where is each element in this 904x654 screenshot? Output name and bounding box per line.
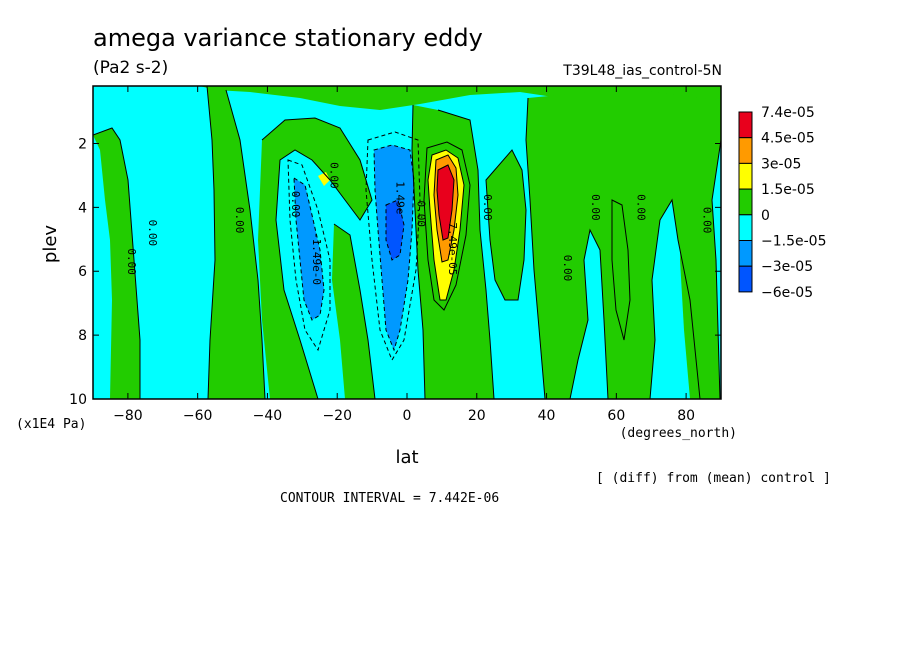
contour-label: 0.00 <box>289 191 302 218</box>
chart-units: (Pa2 s-2) <box>93 58 168 78</box>
x-tick-label: 20 <box>468 408 486 424</box>
negative-contours <box>287 131 421 362</box>
contour-label: 0.00 <box>481 194 494 221</box>
contour-label: -1.49e-0 <box>310 232 323 285</box>
region-yellow-patch <box>318 172 330 186</box>
contour-label: 0.00 <box>561 255 574 282</box>
region-green-sh-band <box>93 128 140 399</box>
legend-label: 4.5e-05 <box>761 131 815 147</box>
x-tick-label: −60 <box>183 408 213 424</box>
contour-label: 0.00 <box>634 194 647 221</box>
diff-note: [ (diff) from (mean) control ] <box>596 471 831 486</box>
y-tick-label: 2 <box>78 136 87 152</box>
x-axis-units: (degrees_north) <box>620 426 737 441</box>
y-axis-label: plev <box>40 225 61 264</box>
legend-label: −1.5e-05 <box>761 234 826 250</box>
x-tick-label: −40 <box>253 408 283 424</box>
legend-label: −3e-05 <box>761 259 813 275</box>
region-green-high-nh <box>680 160 712 399</box>
region-green-20n <box>486 150 526 300</box>
x-axis-ticks: −80 −60 −40 −20 0 20 40 60 80 <box>113 86 695 424</box>
legend-swatch <box>738 162 753 190</box>
y-tick-label: 4 <box>78 200 87 216</box>
y-tick-label: 10 <box>69 392 87 408</box>
contour-field: 0.00 0.00 0.00 0.00 -1.49e-0 0.00 1.49e 0.00 7.4… <box>93 86 721 399</box>
legend-swatch <box>738 214 753 242</box>
contour-label: 0.00 <box>327 162 340 189</box>
region-red-core <box>437 165 454 240</box>
x-axis-label: lat <box>395 447 418 468</box>
legend-label: 3e-05 <box>761 156 801 172</box>
region-green-subtrop <box>258 118 372 399</box>
contour-label: 0.00 <box>125 248 138 275</box>
legend-swatch <box>738 188 753 216</box>
legend-label: 1.5e-05 <box>761 182 815 198</box>
y-tick-label: 8 <box>78 328 87 344</box>
contour-label: 7.49e-05 <box>446 222 459 275</box>
region-green-midlat <box>207 86 265 399</box>
x-tick-label: 0 <box>403 408 412 424</box>
legend-swatch <box>738 240 753 267</box>
contour-label: 0.00 <box>589 194 602 221</box>
contour-labels: 0.00 0.00 0.00 0.00 -1.49e-0 0.00 1.49e 0.00 7.4… <box>125 162 714 285</box>
contour-interval: CONTOUR INTERVAL = 7.442E-06 <box>280 491 499 506</box>
region-dblue-eq <box>386 200 404 260</box>
x-tick-label: −80 <box>113 408 143 424</box>
legend-swatch <box>738 111 753 139</box>
region-green-top <box>93 86 721 110</box>
contour-label: 0.00 <box>146 220 159 247</box>
contour-label: 0.00 <box>701 207 714 234</box>
region-blue-sh <box>294 178 324 320</box>
chart-title: amega variance stationary eddy <box>93 24 483 52</box>
color-legend: 7.4e-05 4.5e-05 3e-05 1.5e-05 0 −1.5e-05 −3e-0… <box>738 105 826 301</box>
contour-label: 1.49e <box>394 181 407 214</box>
x-tick-label: 80 <box>677 408 695 424</box>
legend-swatch <box>738 265 753 293</box>
y-tick-label: 6 <box>78 264 87 280</box>
y-axis-units: (x1E4 Pa) <box>16 417 86 432</box>
region-green-nh <box>526 90 721 399</box>
run-label: T39L48_ias_control-5N <box>562 63 722 79</box>
zero-contours <box>93 86 721 399</box>
x-tick-label: −20 <box>322 408 352 424</box>
legend-label: −6e-05 <box>761 285 813 301</box>
region-green-eqband <box>332 224 375 399</box>
legend-label: 7.4e-05 <box>761 105 815 121</box>
legend-swatch <box>738 137 753 164</box>
contour-label: 0.00 <box>233 207 246 234</box>
positive-contours <box>423 141 631 341</box>
x-tick-label: 60 <box>607 408 625 424</box>
x-tick-label: 40 <box>538 408 556 424</box>
legend-label: 0 <box>761 208 770 224</box>
contour-label: 0.00 <box>414 201 427 228</box>
y-axis-ticks: 2 4 6 8 10 <box>69 136 721 408</box>
